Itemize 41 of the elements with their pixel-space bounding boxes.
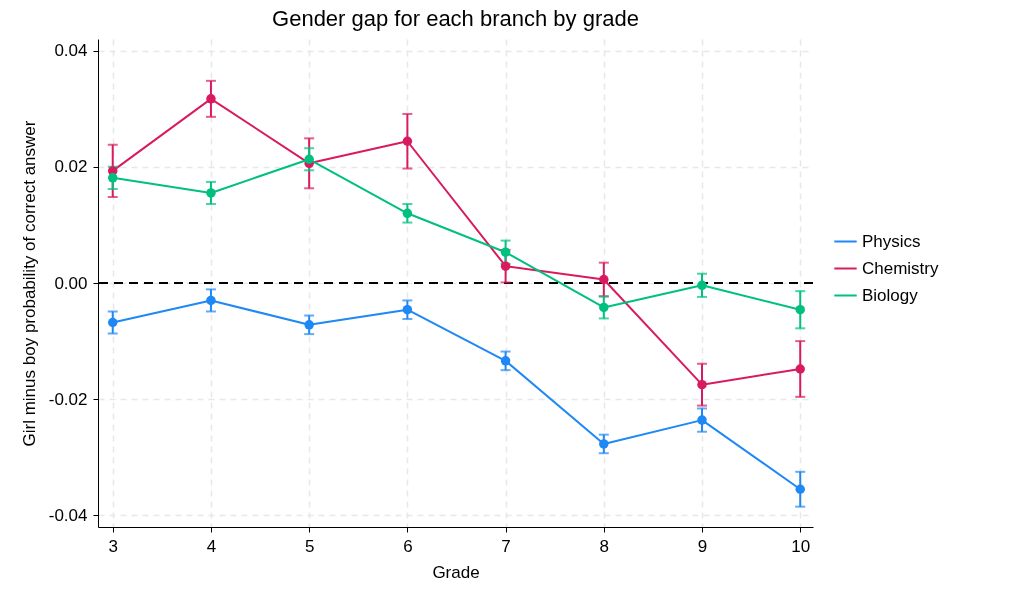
point [697,379,707,390]
chart-title: Gender gap for each branch by grade [272,6,639,31]
x-tick-label: 5 [304,536,315,556]
point [107,317,118,328]
point [402,136,413,146]
x-axis-title: Grade [432,562,480,582]
y-tick-label: 0.04 [54,41,88,61]
point [795,304,805,315]
legend-label: Chemistry [862,258,940,278]
y-tick-label: 0.02 [54,157,88,177]
point [599,302,609,313]
y-axis-title: Girl minus boy probability of correct answer [19,120,39,447]
point [206,188,216,198]
y-tick-label: -0.04 [48,505,88,525]
y-tick-label: -0.02 [48,389,88,409]
legend-label: Biology [862,285,919,305]
point [402,304,413,315]
x-tick-label: 10 [791,536,811,556]
point [500,356,511,366]
legend-label: Physics [862,231,921,251]
point [795,364,805,374]
x-tick-label: 9 [697,536,708,556]
point [599,274,609,285]
x-tick-label: 7 [501,536,511,556]
x-tick-label: 3 [108,536,118,556]
point [500,247,511,257]
point [304,320,314,330]
x-tick-label: 8 [599,536,610,556]
y-tick-label: 0.00 [54,273,88,293]
point [795,484,805,494]
point [697,280,707,291]
point [402,208,413,219]
point [206,295,216,306]
point [206,94,216,104]
point [107,173,118,183]
point [500,261,511,271]
point [304,154,314,164]
point [599,439,609,449]
x-tick-label: 6 [403,536,413,556]
x-tick-label: 4 [206,536,217,556]
point [697,415,707,425]
